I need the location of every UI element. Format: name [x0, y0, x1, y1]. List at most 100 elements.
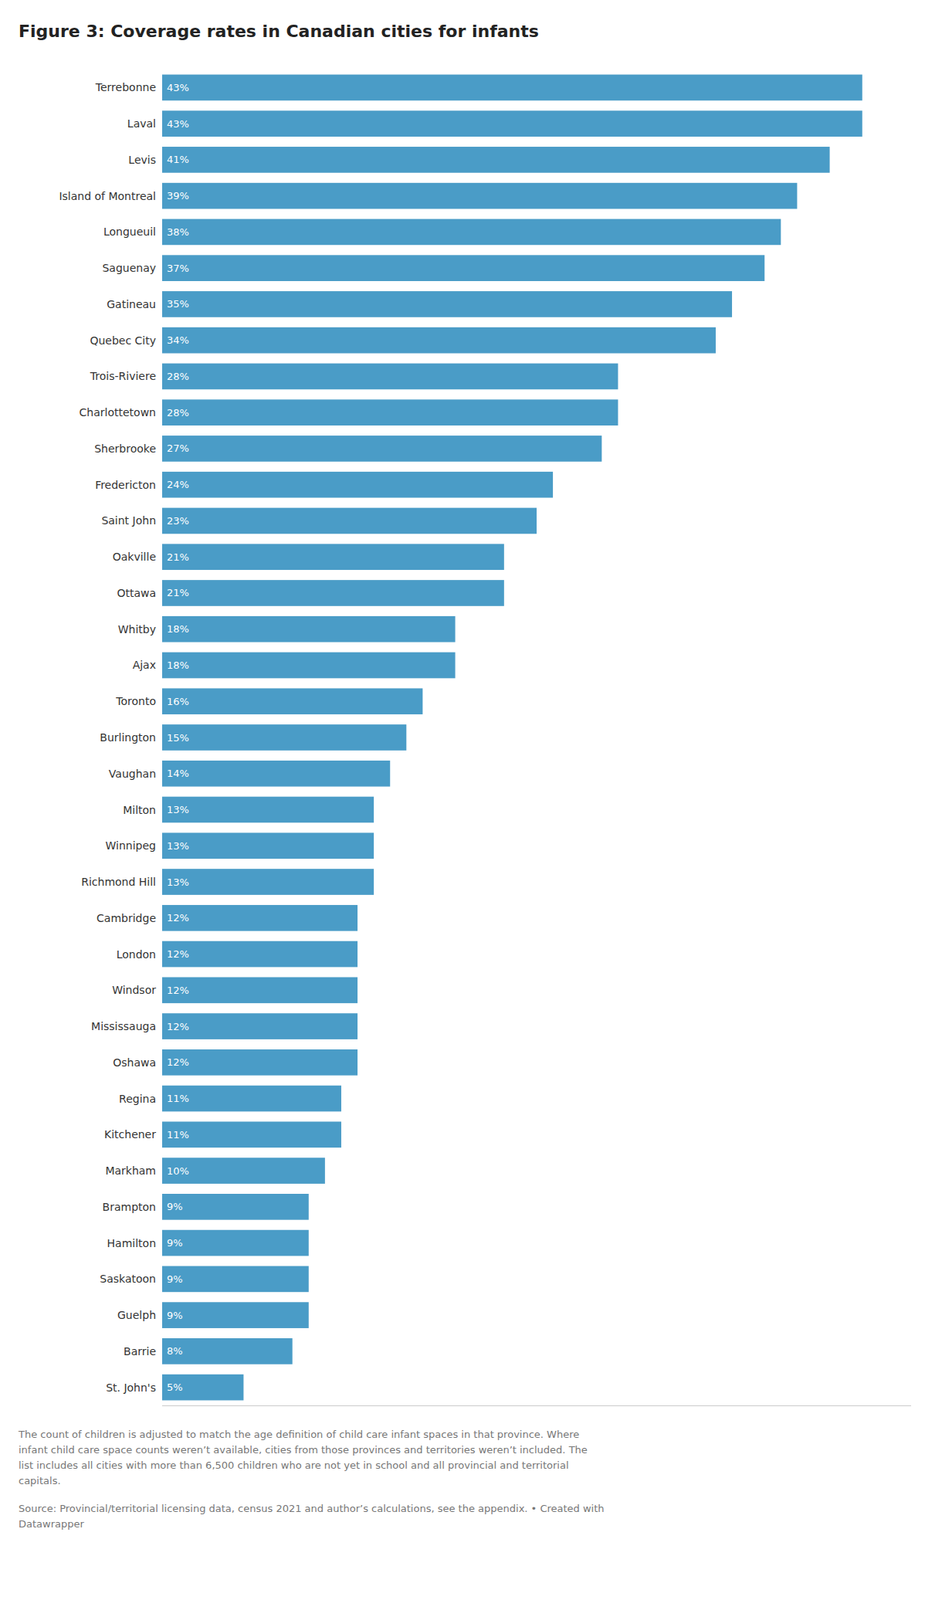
bar — [162, 74, 863, 102]
category-label: Winnipeg — [105, 839, 156, 852]
category-label: Laval — [127, 117, 156, 130]
category-label: Cambridge — [96, 911, 156, 925]
bar — [162, 1049, 358, 1076]
category-label: Oakville — [112, 550, 156, 563]
data-label: 41% — [166, 153, 190, 166]
data-label: 43% — [166, 81, 190, 94]
bar — [162, 760, 390, 787]
category-label: Sherbrooke — [94, 442, 156, 455]
data-label: 35% — [166, 298, 190, 310]
bar — [162, 652, 456, 679]
data-label: 16% — [166, 695, 190, 708]
title: Figure 3: Coverage rates in Canadian cit… — [18, 21, 539, 41]
data-label: 21% — [166, 586, 190, 599]
category-label: Trois-Riviere — [89, 369, 156, 383]
data-label: 39% — [166, 189, 190, 202]
bar — [162, 1157, 326, 1184]
category-label: Island of Montreal — [58, 189, 156, 203]
bar — [162, 1338, 293, 1365]
category-label: London — [116, 948, 156, 961]
data-label: 13% — [166, 840, 190, 852]
category-label: Toronto — [115, 694, 156, 708]
category-label: Burlington — [99, 731, 156, 744]
category-label: St. John's — [105, 1381, 156, 1394]
bar — [162, 508, 537, 535]
bar — [162, 616, 456, 643]
annotation: Source: Provincial/territorial licensing… — [18, 1502, 605, 1530]
category-label: Regina — [118, 1092, 156, 1105]
bar — [162, 182, 797, 210]
bar — [162, 1266, 309, 1293]
bar — [162, 1121, 342, 1148]
category-label: Guelph — [117, 1308, 156, 1322]
bar — [162, 435, 602, 462]
data-label: 9% — [166, 1200, 183, 1213]
category-label: Milton — [122, 803, 156, 817]
category-label: Richmond Hill — [81, 875, 156, 888]
category-label: Oshawa — [112, 1056, 156, 1069]
bar — [162, 1230, 309, 1257]
chart: Figure 3: Coverage rates in Canadian cit… — [0, 0, 942, 1600]
data-label: 9% — [166, 1273, 183, 1285]
data-label: 37% — [166, 262, 190, 275]
data-label: 34% — [166, 334, 190, 346]
data-label: 12% — [166, 1056, 190, 1068]
data-label: 21% — [166, 551, 190, 563]
bar — [162, 219, 781, 246]
category-label: Windsor — [111, 983, 156, 997]
category-label: Terrebonne — [94, 81, 156, 94]
bar — [162, 579, 505, 607]
bar — [162, 904, 358, 932]
data-label: 27% — [166, 442, 190, 455]
bar — [162, 327, 716, 354]
data-label: 13% — [166, 876, 190, 888]
category-label: Fredericton — [94, 478, 156, 492]
data-label: 24% — [166, 478, 190, 491]
bar — [162, 543, 505, 570]
bar — [162, 941, 358, 968]
data-label: 11% — [166, 1092, 190, 1105]
data-label: 12% — [166, 984, 190, 997]
bar — [162, 687, 423, 715]
bar — [162, 399, 618, 426]
annotation: The count of children is adjusted to mat… — [17, 1428, 588, 1487]
data-label: 23% — [166, 515, 190, 527]
bar — [162, 1193, 309, 1220]
data-label: 18% — [166, 659, 190, 671]
bar — [162, 796, 374, 824]
category-label: Mississauga — [91, 1019, 156, 1033]
category-label: Gatineau — [106, 298, 156, 311]
bars — [162, 74, 863, 1401]
bar — [162, 1301, 309, 1329]
category-label: Charlottetown — [79, 406, 156, 419]
bar — [162, 471, 553, 499]
data-label: 8% — [166, 1345, 183, 1357]
bar — [162, 146, 831, 173]
bar — [162, 976, 358, 1003]
category-label: Levis — [128, 153, 156, 167]
category-label: Saguenay — [101, 261, 156, 275]
category-label: Saint John — [101, 514, 156, 527]
data-label: 13% — [166, 803, 190, 816]
data-label: 5% — [166, 1381, 183, 1393]
category-label: Hamilton — [107, 1236, 156, 1250]
category-label: Longueuil — [103, 225, 156, 238]
data-label: 9% — [166, 1236, 183, 1249]
bar — [162, 1374, 244, 1401]
data-label: 38% — [166, 226, 190, 238]
bar — [162, 832, 374, 859]
data-label: 28% — [166, 370, 190, 383]
bar — [162, 1013, 358, 1040]
x-axis-line — [162, 1405, 912, 1407]
bar — [162, 1085, 342, 1112]
bar — [162, 868, 374, 895]
bar — [162, 724, 407, 751]
data-label: 11% — [166, 1128, 190, 1141]
category-label: Whitby — [118, 623, 156, 636]
data-label: 14% — [166, 767, 190, 780]
category-label: Saskatoon — [99, 1272, 156, 1285]
data-label: 12% — [166, 948, 190, 960]
data-label: 18% — [166, 623, 190, 635]
category-label: Ottawa — [116, 586, 156, 600]
category-label: Quebec City — [89, 334, 156, 347]
